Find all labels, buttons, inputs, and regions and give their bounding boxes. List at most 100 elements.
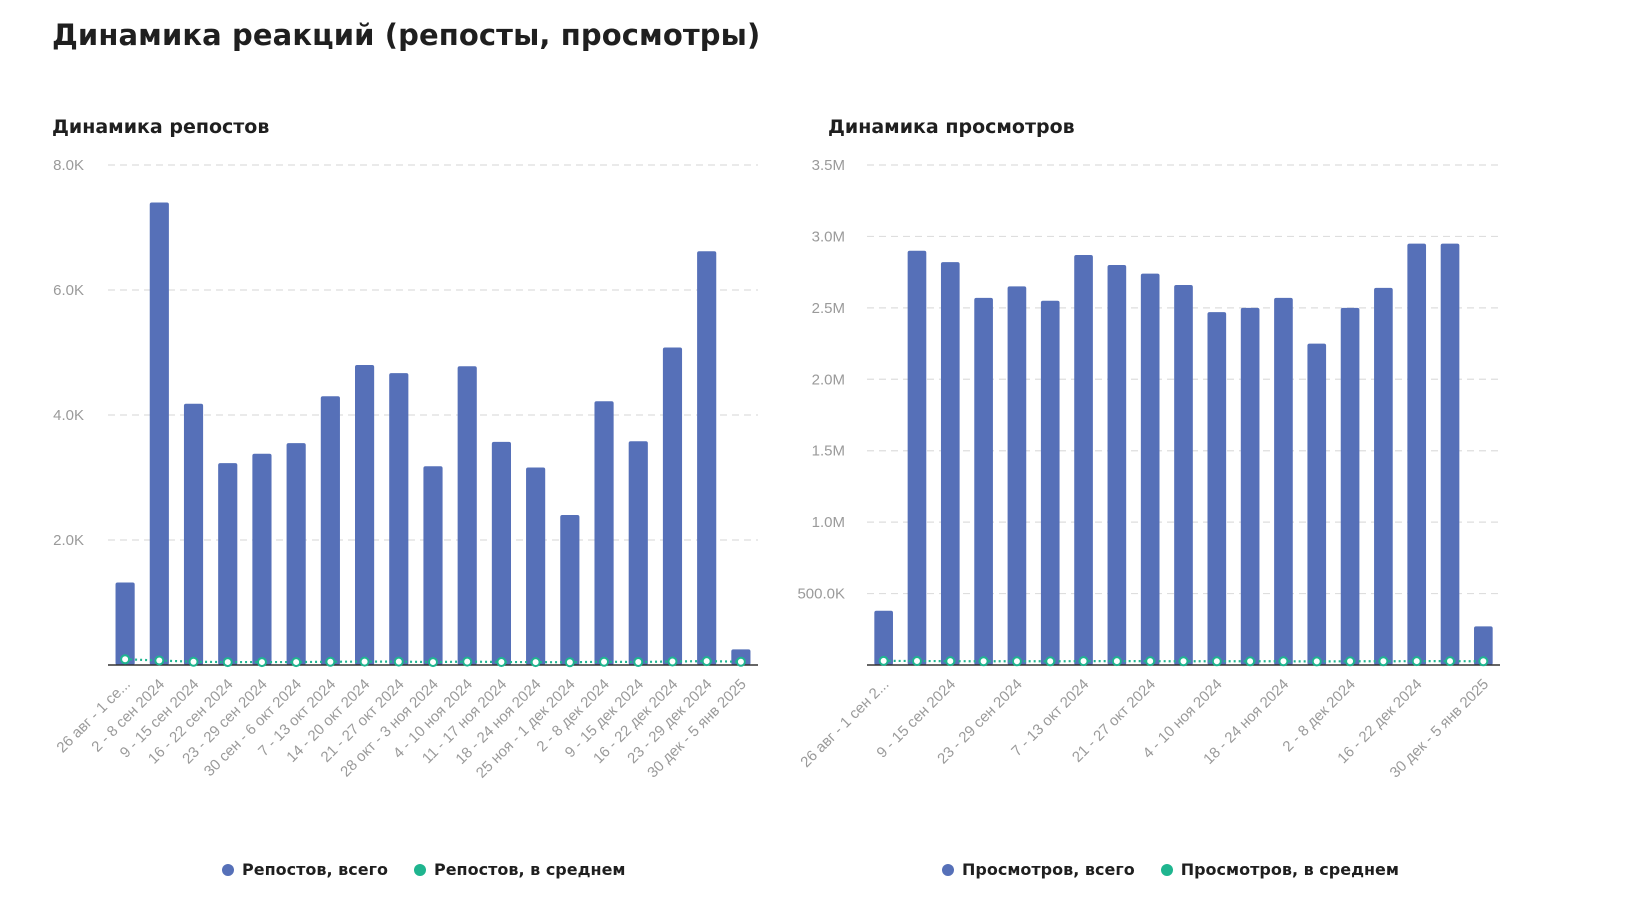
bar[interactable]: [1340, 307, 1360, 665]
bar[interactable]: [1374, 287, 1393, 665]
legend-item-reposts-total[interactable]: Репостов, всего: [222, 860, 388, 879]
y-tick-label: 8.0K: [53, 157, 84, 174]
bar[interactable]: [1107, 265, 1127, 665]
average-point[interactable]: [188, 656, 199, 667]
bar[interactable]: [457, 366, 477, 665]
average-point[interactable]: [1111, 656, 1122, 667]
bar[interactable]: [1474, 626, 1493, 665]
bar[interactable]: [355, 365, 375, 665]
average-point[interactable]: [530, 657, 541, 668]
bar[interactable]: [1407, 243, 1427, 666]
bar[interactable]: [697, 251, 717, 665]
bar[interactable]: [874, 610, 893, 665]
average-point[interactable]: [667, 656, 678, 667]
bar[interactable]: [1307, 343, 1327, 665]
average-point[interactable]: [496, 657, 507, 667]
average-point[interactable]: [599, 656, 610, 667]
x-tick-label: 26 авг - 1 сен 2...: [797, 676, 892, 771]
bar[interactable]: [1007, 286, 1027, 665]
reposts-chart-panel: 2.0K 4.0K 6.0K 8.0K 26 авг - 1 се... 2 - 8 се…: [0, 110, 780, 910]
bar[interactable]: [491, 441, 511, 665]
bar[interactable]: [1040, 300, 1060, 665]
bar[interactable]: [907, 250, 927, 665]
legend-item-views-average[interactable]: Просмотров, в среднем: [1160, 860, 1399, 879]
y-tick-label: 2.0K: [53, 532, 84, 549]
average-point[interactable]: [120, 654, 131, 665]
average-point[interactable]: [1445, 656, 1456, 667]
average-point[interactable]: [1245, 656, 1256, 667]
average-point[interactable]: [325, 656, 336, 667]
bar[interactable]: [974, 297, 993, 665]
bar[interactable]: [628, 441, 648, 665]
legend-label-reposts-total: Репостов, всего: [242, 860, 388, 879]
legend-item-views-total[interactable]: Просмотров, всего: [942, 860, 1135, 879]
average-point[interactable]: [393, 656, 404, 667]
legend-dot-total-icon: [942, 863, 954, 876]
average-point[interactable]: [222, 657, 233, 668]
average-point[interactable]: [1311, 656, 1322, 667]
average-point[interactable]: [633, 657, 644, 667]
average-point[interactable]: [291, 657, 302, 668]
bar[interactable]: [662, 347, 683, 666]
average-point[interactable]: [701, 656, 712, 667]
bar[interactable]: [183, 403, 204, 665]
average-point[interactable]: [428, 657, 438, 668]
average-point[interactable]: [978, 656, 989, 667]
bar[interactable]: [423, 466, 443, 665]
legend-dot-average-icon: [413, 863, 426, 876]
bar[interactable]: [286, 443, 306, 665]
average-point[interactable]: [359, 656, 370, 667]
bar[interactable]: [1274, 297, 1293, 665]
views-chart-title: Динамика просмотров: [828, 116, 1075, 138]
bar[interactable]: [218, 463, 238, 665]
average-point[interactable]: [1411, 656, 1422, 667]
legend-item-reposts-average[interactable]: Репостов, в среднем: [413, 860, 626, 879]
average-point[interactable]: [945, 656, 956, 667]
bar[interactable]: [1240, 307, 1260, 665]
bar[interactable]: [1074, 255, 1093, 665]
average-point[interactable]: [911, 656, 922, 666]
bar[interactable]: [1207, 312, 1227, 665]
legend-dot-total-icon: [222, 863, 234, 876]
views-legend: Просмотров, всего Просмотров, в среднем: [942, 860, 1399, 879]
average-point[interactable]: [1378, 656, 1389, 667]
bar[interactable]: [526, 467, 546, 666]
bar[interactable]: [115, 582, 135, 666]
average-point[interactable]: [564, 657, 575, 668]
average-point[interactable]: [154, 655, 165, 666]
bar[interactable]: [1174, 285, 1193, 665]
bar[interactable]: [594, 401, 614, 665]
y-tick-label: 500.0K: [797, 586, 845, 603]
bar[interactable]: [560, 515, 580, 665]
y-tick-label: 2.5M: [812, 300, 845, 317]
y-tick-label: 2.0M: [812, 371, 845, 388]
average-point[interactable]: [878, 655, 889, 666]
average-point[interactable]: [1345, 656, 1356, 667]
legend-label-views-total: Просмотров, всего: [962, 860, 1135, 879]
bar[interactable]: [389, 373, 409, 665]
average-point[interactable]: [1045, 656, 1056, 667]
reposts-legend: Репостов, всего Репостов, в среднем: [222, 860, 626, 879]
average-point[interactable]: [1478, 656, 1489, 667]
y-tick-label: 3.5M: [812, 157, 845, 174]
average-point[interactable]: [462, 656, 473, 667]
page-title: Динамика реакций (репосты, просмотры): [52, 18, 761, 52]
average-point[interactable]: [256, 657, 267, 668]
bar[interactable]: [149, 202, 169, 666]
bar[interactable]: [252, 453, 272, 665]
average-point[interactable]: [1078, 656, 1089, 667]
average-point[interactable]: [1011, 656, 1022, 667]
views-chart: 500.0K 1.0M 1.5M 2.0M 2.5M 3.0M 3.5M 26 авг - 1…: [797, 157, 1500, 781]
average-point[interactable]: [1211, 656, 1222, 667]
average-point[interactable]: [1178, 656, 1189, 667]
average-point[interactable]: [1145, 656, 1156, 667]
bar[interactable]: [1440, 243, 1460, 666]
average-point[interactable]: [735, 656, 746, 667]
views-chart-panel: 500.0K 1.0M 1.5M 2.0M 2.5M 3.0M 3.5M 26 авг - 1…: [795, 110, 1575, 910]
y-tick-label: 1.5M: [812, 443, 845, 460]
y-tick-label: 6.0K: [53, 282, 84, 299]
bar[interactable]: [320, 396, 340, 665]
bar[interactable]: [940, 262, 960, 665]
bar[interactable]: [1140, 273, 1160, 665]
average-point[interactable]: [1278, 656, 1289, 667]
